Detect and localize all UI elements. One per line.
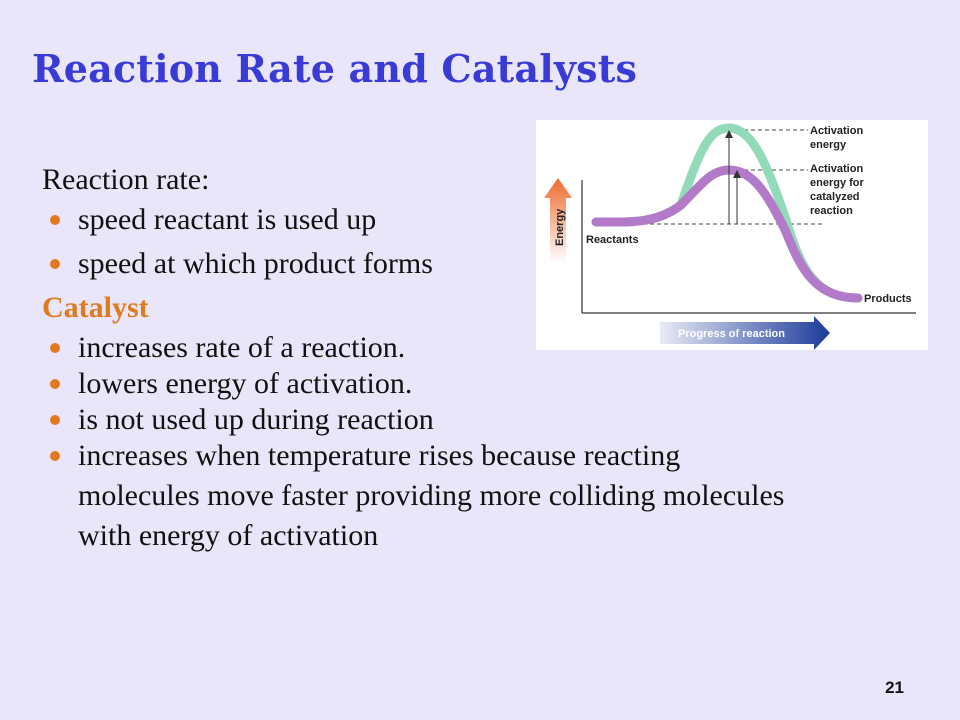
products-label: Products [864, 293, 912, 305]
list-item: increases when temperature rises because… [42, 436, 802, 556]
bullet-text: speed reactant is used up [78, 203, 377, 236]
bullet-icon [50, 379, 60, 389]
activation-energy-label-2: energy [810, 139, 847, 151]
bullet-text: increases when temperature rises because… [78, 439, 785, 552]
catalyst-heading: Catalyst [42, 291, 149, 324]
list-item: lowers energy of activation. [42, 364, 802, 404]
energy-diagram: Energy Progress of reaction Reactants Pr… [536, 120, 928, 350]
energy-axis-label: Energy [554, 208, 566, 246]
page-number: 21 [885, 678, 904, 697]
reaction-rate-list: speed reactant is used up speed at which… [42, 200, 802, 284]
reaction-rate-heading: Reaction rate: [42, 163, 210, 196]
list-item: is not used up during reaction [42, 400, 802, 440]
catalyzed-label-1: Activation [810, 163, 863, 175]
catalyzed-activation-arrow-head [733, 170, 741, 178]
catalyst-list: increases rate of a reaction. lowers ene… [42, 328, 802, 556]
bullet-icon [50, 451, 60, 461]
bullet-text: increases rate of a reaction. [78, 331, 406, 364]
bullet-icon [50, 259, 60, 269]
list-item: speed reactant is used up [42, 200, 518, 240]
progress-arrow [660, 316, 830, 350]
bullet-icon [50, 415, 60, 425]
list-item: increases rate of a reaction. [42, 328, 802, 368]
reactants-label: Reactants [586, 234, 639, 246]
activation-arrow-head [725, 130, 733, 138]
bullet-icon [50, 343, 60, 353]
progress-axis-label: Progress of reaction [678, 328, 785, 340]
catalyzed-label-3: catalyzed [810, 191, 860, 203]
list-item: speed at which product forms [42, 244, 518, 284]
catalyzed-label-2: energy for [810, 177, 865, 189]
bullet-icon [50, 215, 60, 225]
bullet-text: is not used up during reaction [78, 403, 434, 436]
bullet-text: lowers energy of activation. [78, 367, 413, 400]
bullet-text: speed at which product forms [78, 247, 433, 280]
energy-arrow [544, 178, 572, 262]
slide-content: Reaction rate: speed reactant is used up… [42, 160, 802, 552]
slide-title: Reaction Rate and Catalysts [32, 46, 638, 91]
catalyzed-label-4: reaction [810, 205, 853, 217]
activation-energy-label-1: Activation [810, 125, 863, 137]
